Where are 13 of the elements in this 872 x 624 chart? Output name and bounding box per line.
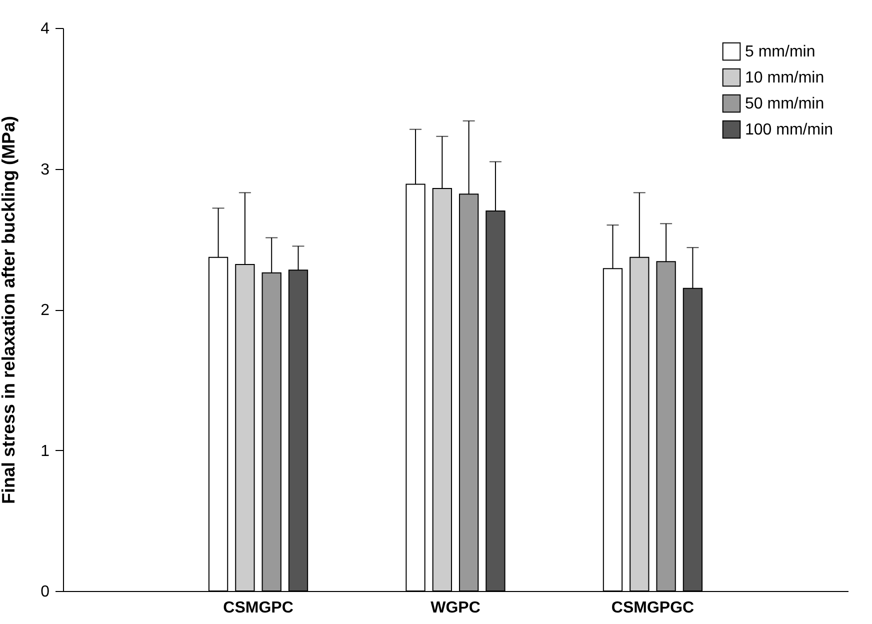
x-tick-label: CSMGPGC xyxy=(611,600,695,616)
y-tick-label: 2 xyxy=(40,302,50,319)
x-tick-label: WGPC xyxy=(430,600,481,616)
y-tick-label: 3 xyxy=(40,161,50,178)
y-tick-label: 0 xyxy=(40,584,50,600)
y-tick-label: 1 xyxy=(40,442,50,460)
y-axis-title: Final stress in relaxation after buckling (MPa) xyxy=(0,116,19,504)
legend-label: 100 mm/min xyxy=(745,122,834,138)
legend-label: 5 mm/min xyxy=(745,44,816,60)
y-tick-label: 4 xyxy=(40,20,50,38)
x-tick-label: CSMGPC xyxy=(223,600,294,616)
legend-label: 10 mm/min xyxy=(745,70,824,86)
legend-label: 50 mm/min xyxy=(745,96,824,112)
